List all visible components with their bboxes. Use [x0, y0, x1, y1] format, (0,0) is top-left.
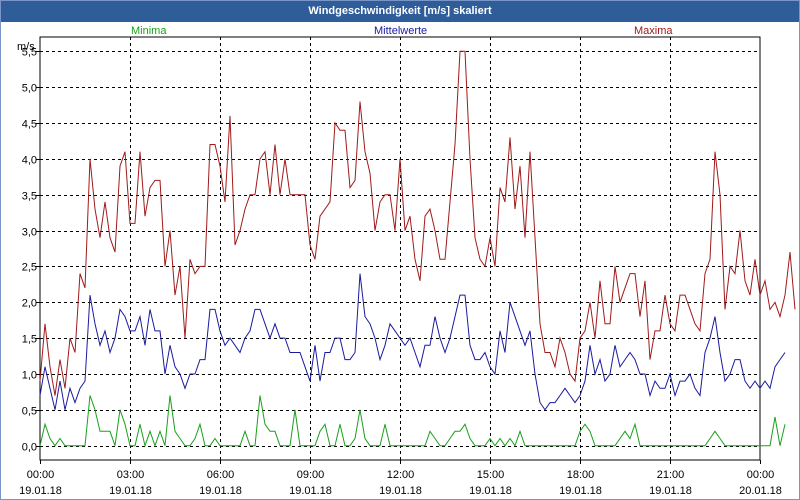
- series-maxima: [39, 50, 796, 396]
- window-title: Windgeschwindigkeit [m/s] skaliert: [1, 1, 799, 22]
- x-tick-date: 20.01.18: [739, 485, 782, 497]
- x-tick-date: 19.01.18: [469, 485, 512, 497]
- x-tick-time: 06:00: [207, 469, 235, 481]
- y-axis-unit: m/s: [17, 41, 35, 53]
- series-mittelwerte: [39, 273, 786, 411]
- x-tick-time: 03:00: [117, 469, 145, 481]
- x-tick-date: 19.01.18: [19, 485, 62, 497]
- y-tick-label: 4,0: [22, 155, 37, 167]
- legend-mittelwerte: Mittelwerte: [374, 25, 428, 37]
- x-tick-time: 18:00: [567, 469, 595, 481]
- x-tick-date: 19.01.18: [109, 485, 152, 497]
- legend-minima: Minima: [131, 25, 167, 37]
- y-tick-label: 5,5: [22, 47, 37, 59]
- y-tick-label: 2,5: [22, 262, 37, 274]
- x-tick-time: 09:00: [297, 469, 325, 481]
- x-tick-date: 19.01.18: [649, 485, 692, 497]
- x-tick-time: 15:00: [477, 469, 505, 481]
- y-tick-label: 2,0: [22, 298, 37, 310]
- x-tick-date: 19.01.18: [289, 485, 332, 497]
- y-tick-label: 4,5: [22, 119, 37, 131]
- y-tick-label: 3,5: [22, 191, 37, 203]
- legend-maxima: Maxima: [634, 25, 673, 37]
- x-tick-time: 00:00: [27, 469, 55, 481]
- y-tick-label: 5,0: [22, 83, 37, 95]
- y-tick-label: 1,0: [22, 370, 37, 382]
- x-tick-date: 19.01.18: [379, 485, 422, 497]
- x-tick-time: 12:00: [387, 469, 415, 481]
- x-tick-time: 00:00: [747, 469, 775, 481]
- y-tick-label: 1,5: [22, 334, 37, 346]
- x-tick-date: 19.01.18: [559, 485, 602, 497]
- series-minima: [39, 395, 786, 448]
- y-tick-label: 3,0: [22, 227, 37, 239]
- y-tick-label: 0,0: [22, 442, 37, 454]
- x-tick-time: 21:00: [657, 469, 685, 481]
- y-tick-label: 0,5: [22, 406, 37, 418]
- x-tick-date: 19.01.18: [199, 485, 242, 497]
